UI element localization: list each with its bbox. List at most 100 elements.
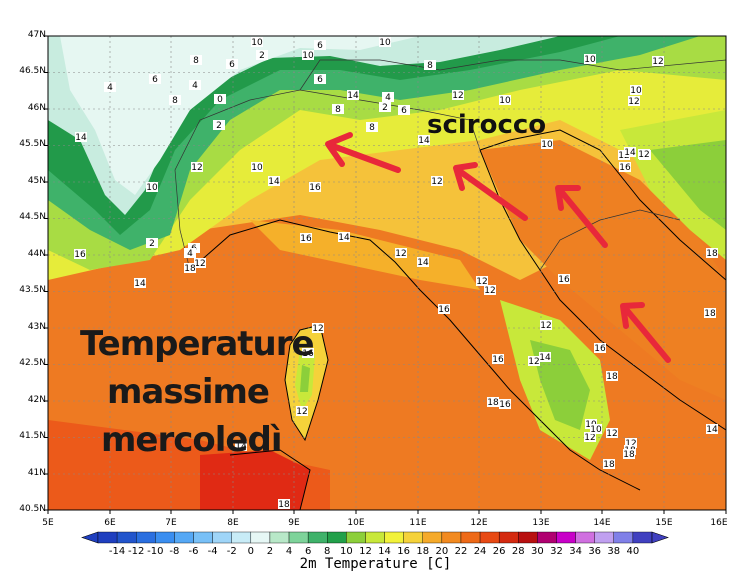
wind-arrow-2	[453, 162, 528, 221]
contour-label: 14	[347, 91, 359, 101]
legend-swatch	[422, 531, 443, 544]
contour-label: 8	[172, 96, 178, 106]
legend-swatch	[403, 531, 423, 544]
annotation-wind-label: scirocco	[427, 110, 547, 140]
contour-label-bg	[418, 135, 430, 145]
contour-label: 14	[418, 136, 430, 146]
contour-label-bg	[431, 176, 443, 186]
legend-value-label: -8	[169, 546, 179, 557]
contour-label: 12	[628, 97, 639, 107]
contour-label: 12	[194, 259, 205, 269]
contour-label: 6	[401, 106, 407, 116]
contour-label-bg	[235, 441, 247, 451]
contour-label: 12	[312, 324, 323, 334]
lon-tick-label: 7E	[165, 518, 177, 528]
legend-underflow-arrow	[81, 531, 99, 544]
contour-label-bg	[540, 320, 552, 330]
contour-label: 16	[74, 250, 86, 260]
contour-label-bg	[184, 263, 196, 273]
contour-label: 2	[216, 121, 222, 131]
contour-label: 16	[558, 275, 570, 285]
contour-label: 8	[335, 105, 341, 115]
contour-label: 12	[584, 433, 595, 443]
contour-label: 12	[540, 321, 551, 331]
legend-swatch	[518, 531, 538, 544]
contour-label-bg	[424, 60, 436, 70]
contour-label-bg	[603, 459, 615, 469]
legend-swatch	[250, 531, 271, 544]
contour-label: 6	[317, 75, 323, 85]
contour-label-bg	[309, 182, 321, 192]
legend-swatch	[155, 531, 175, 544]
contour-label-bg	[214, 94, 226, 104]
lon-tick-label: 9E	[288, 518, 300, 528]
legend-value-label: 0	[248, 546, 254, 557]
contour-label-bg	[558, 274, 570, 284]
annotation-title-line3: mercoledì	[101, 420, 282, 460]
legend-swatch	[116, 531, 137, 544]
contour-label: 18	[704, 309, 716, 319]
lat-tick-label: 43.5N	[19, 285, 46, 295]
contour-label-bg	[590, 424, 602, 434]
contour-label-bg	[395, 248, 407, 258]
contour-label-bg	[484, 285, 496, 295]
lon-tick-label: 6E	[104, 518, 116, 528]
contour-label: 8	[193, 56, 199, 66]
legend-swatch	[575, 531, 595, 544]
legend-value-label: 2	[267, 546, 273, 557]
legend-value-label: 34	[569, 546, 582, 557]
contour-label-bg	[300, 233, 312, 243]
contour-label: 16	[594, 344, 606, 354]
contour-label-bg	[256, 50, 268, 60]
color-legend: -14 -12 -10 -8 -6 -4 -2 0 2 4 6 8 10 12 14 16 18 20 22 24 26…	[81, 531, 669, 557]
legend-swatch	[136, 531, 156, 544]
contour-label-bg	[338, 232, 350, 242]
contour-label-bg	[314, 40, 326, 50]
lon-tick-label: 8E	[227, 518, 239, 528]
legend-value-label: 18	[416, 546, 429, 557]
contour-label: 14	[268, 177, 280, 187]
contour-label-bg	[584, 432, 596, 442]
contour-label: 14	[235, 442, 247, 452]
coastlines	[189, 129, 726, 510]
lon-tick-label: 16E	[710, 518, 728, 528]
legend-value-label: 8	[324, 546, 330, 557]
contour-label: 4	[107, 83, 113, 93]
contour-label: 18	[487, 398, 499, 408]
wind-arrow-3	[555, 185, 608, 248]
legend-value-label: 14	[378, 546, 391, 557]
contour-label: 14	[338, 233, 350, 243]
contour-label-bg	[630, 85, 642, 95]
contour-label: 10	[590, 425, 602, 435]
legend-value-label: 26	[493, 546, 506, 557]
contour-label-bg	[379, 37, 391, 47]
lat-tick-label: 44.5N	[19, 212, 46, 222]
contour-label-bg	[606, 371, 618, 381]
legend-swatch	[231, 531, 252, 544]
lat-tick-label: 41N	[27, 468, 46, 478]
contour-label-bg	[251, 162, 263, 172]
contour-label-bg	[134, 278, 146, 288]
contour-label: 14	[417, 258, 429, 268]
contour-label: 16	[438, 305, 450, 315]
contour-label: 16	[619, 163, 631, 173]
contour-label-bg	[539, 352, 551, 362]
lon-tick-label: 11E	[409, 518, 427, 528]
legend-swatch	[594, 531, 614, 544]
contour-label: 6	[317, 41, 323, 51]
contour-label: 12	[431, 177, 442, 187]
legend-value-label: -10	[147, 546, 163, 557]
legend-swatch	[307, 531, 328, 544]
lon-tick-label: 5E	[42, 518, 54, 528]
lon-tick-label: 10E	[347, 518, 365, 528]
contour-label: 16	[309, 183, 321, 193]
contour-label-bg	[623, 449, 635, 459]
contour-label-bg	[190, 55, 202, 65]
contour-label-bg	[382, 92, 394, 102]
lat-tick-label: 46.5N	[19, 66, 46, 76]
graticule	[48, 36, 726, 510]
contour-label: 10	[302, 51, 314, 61]
contour-label-bg	[594, 343, 606, 353]
contour-label-bg	[226, 59, 238, 69]
